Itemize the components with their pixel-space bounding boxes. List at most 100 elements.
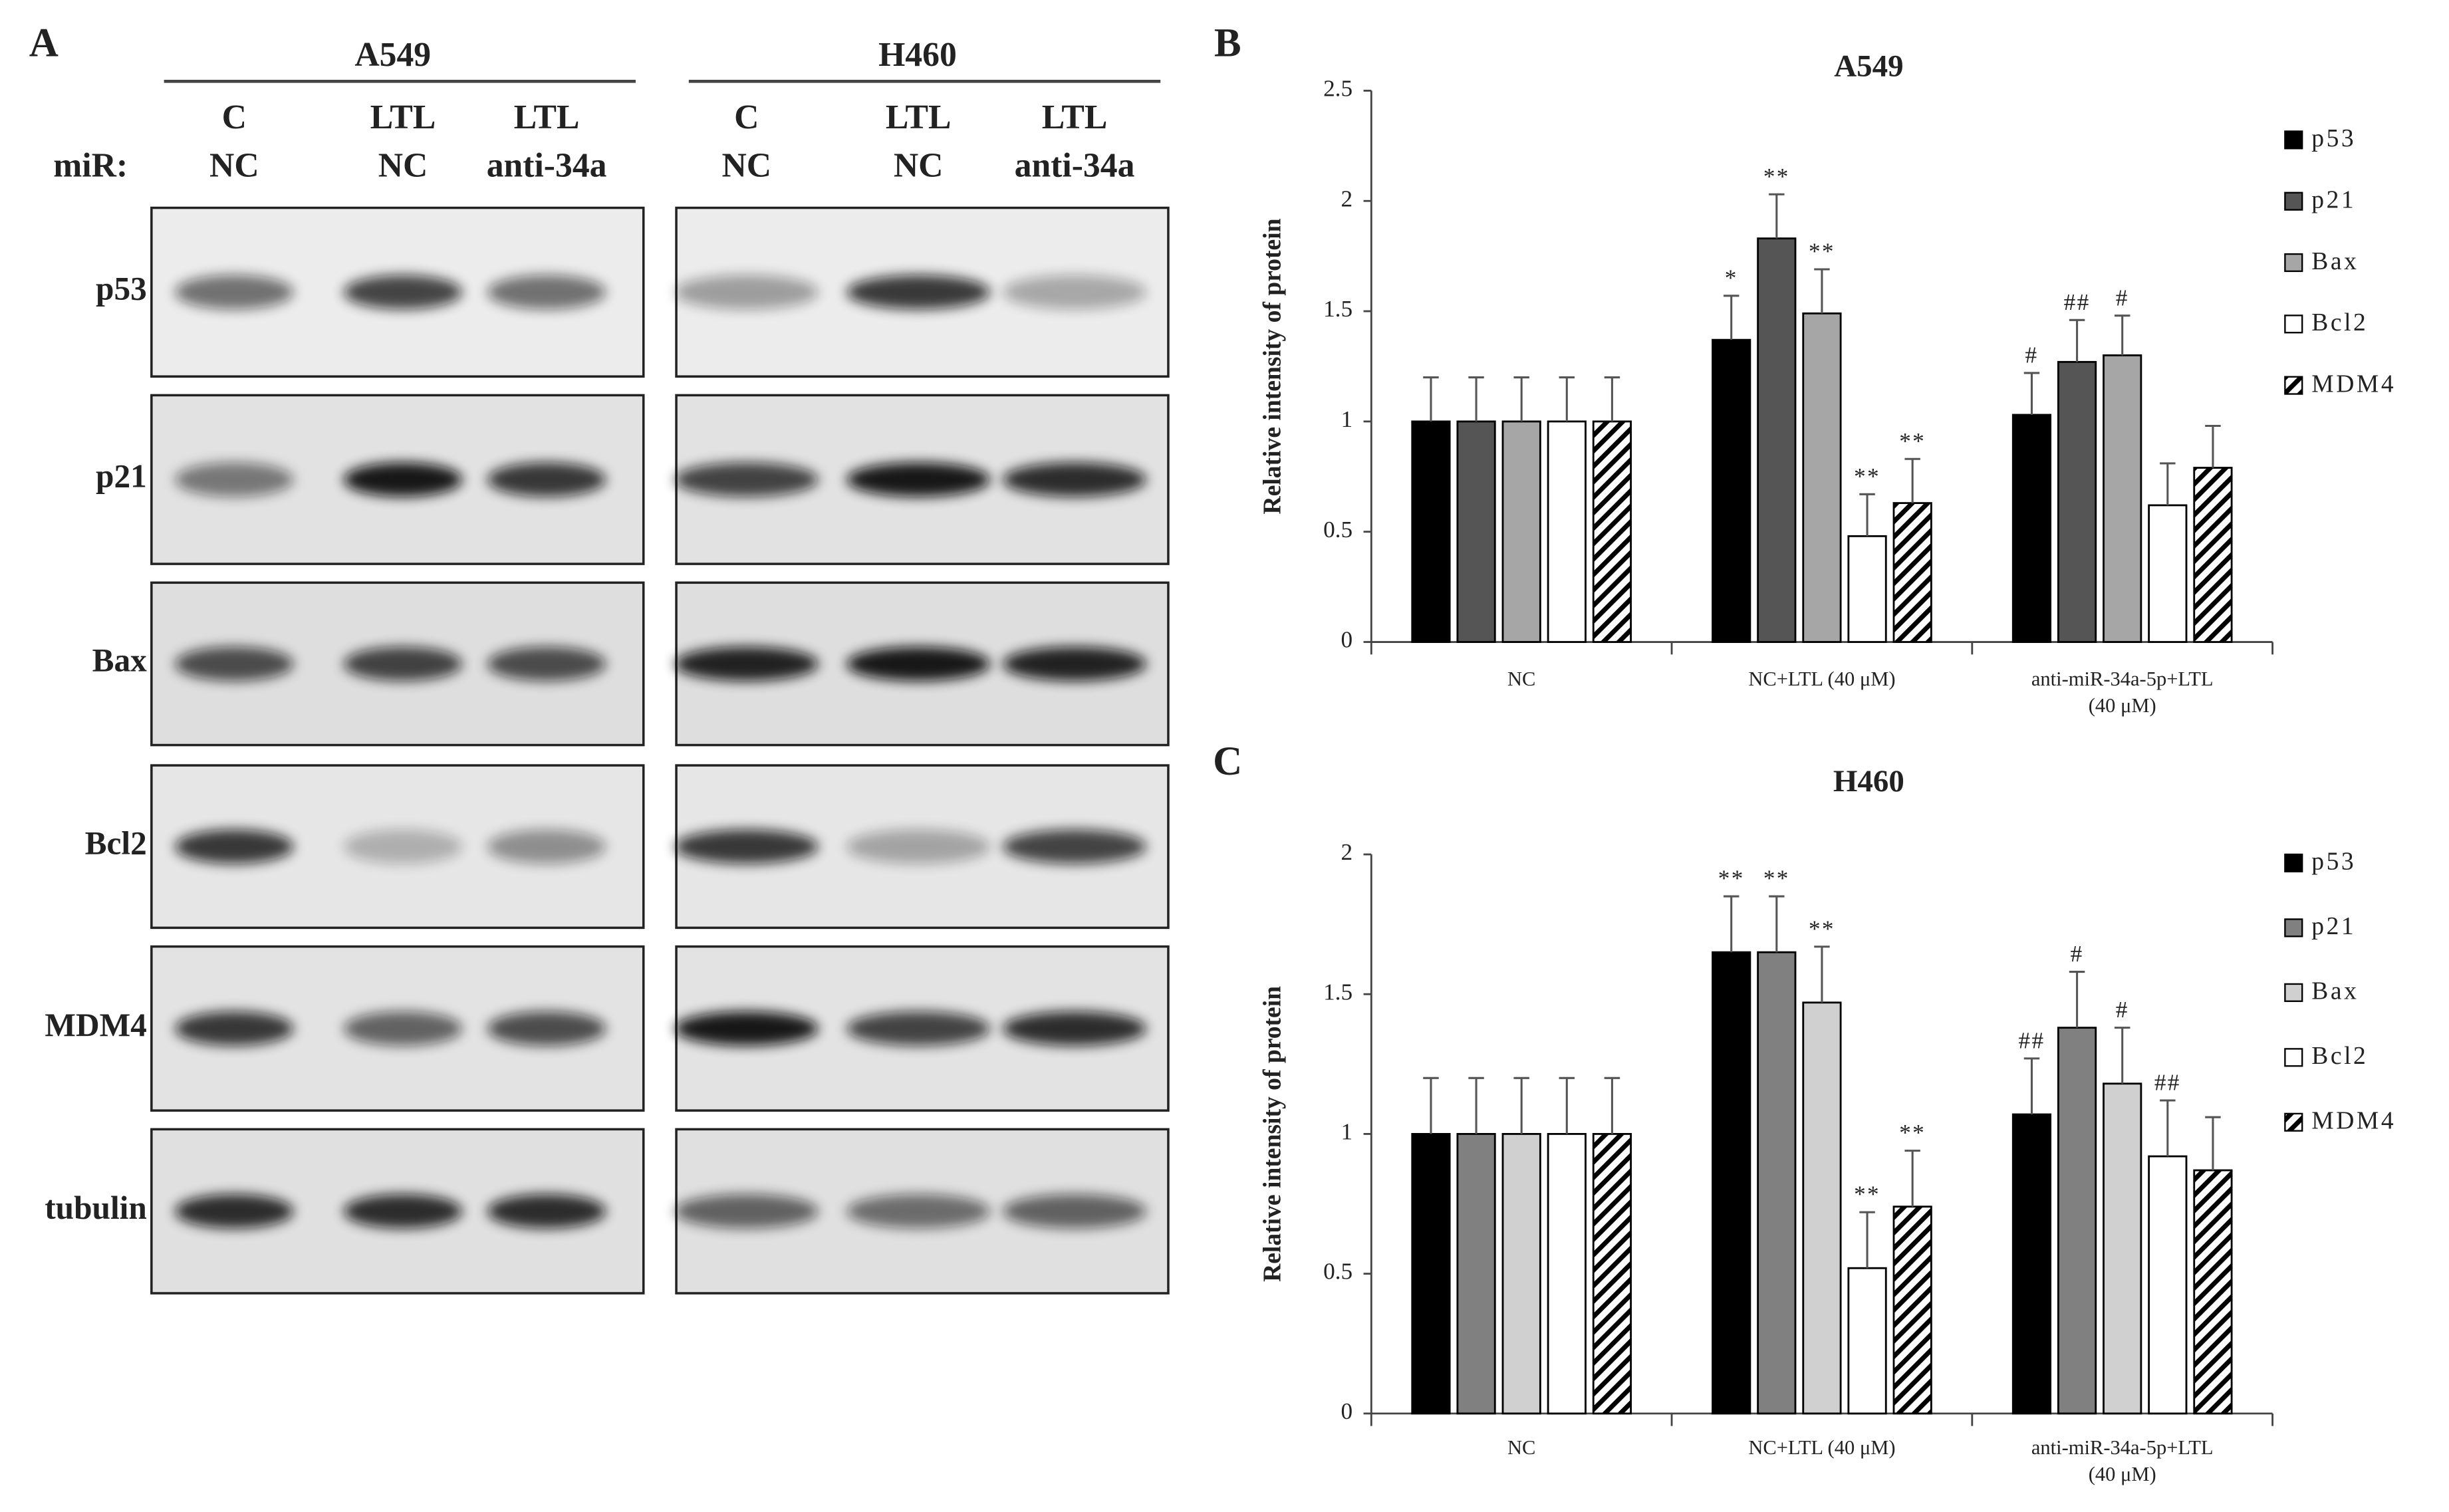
legend-label: Bcl2: [2311, 309, 2368, 336]
significance-label: **: [1854, 463, 1880, 489]
blot-band: [846, 829, 991, 864]
bar: [2057, 1027, 2097, 1415]
bar: [1592, 420, 1632, 643]
significance-label: **: [1899, 428, 1926, 454]
significance-label: #: [2116, 997, 2129, 1023]
y-tick-label: 1: [1341, 1119, 1353, 1145]
lane-label: anti-34a: [1015, 147, 1135, 185]
x-tick-label: NC+LTL (40 μM): [1748, 668, 1895, 690]
error-bar: [1859, 493, 1875, 537]
blot-band: [1002, 1011, 1147, 1046]
error-bar: [2069, 971, 2085, 1028]
error-bar: [2069, 318, 2085, 362]
error-bar: [1468, 376, 1484, 422]
legend-swatch: [2284, 1112, 2303, 1132]
x-tick-label: NC+LTL (40 μM): [1748, 1436, 1895, 1459]
bar: [2148, 504, 2188, 643]
blot-band: [343, 646, 463, 682]
significance-label: #: [2025, 342, 2038, 368]
bar: [2193, 1169, 2233, 1415]
bar: [2057, 360, 2097, 643]
significance-label: **: [1899, 1120, 1926, 1146]
y-tick-label: 2: [1341, 186, 1353, 211]
lane-label: LTL: [886, 98, 952, 136]
significance-label: **: [1763, 164, 1790, 189]
y-axis-label: Relative intensity of protein: [1259, 986, 1286, 1282]
bar: [1547, 420, 1587, 643]
bar: [1802, 312, 1842, 643]
error-bar: [1814, 268, 1830, 314]
y-tick-label: 1.5: [1323, 979, 1353, 1005]
x-tick-label: NC: [1507, 668, 1535, 690]
legend-swatch: [2284, 376, 2303, 395]
significance-label: **: [1763, 866, 1790, 892]
error-bar: [2023, 1057, 2040, 1114]
bar: [2103, 354, 2142, 643]
significance-label: ##: [2064, 289, 2091, 315]
y-tick-label: 0.5: [1323, 517, 1353, 543]
error-bar: [2114, 1027, 2130, 1084]
legend-swatch: [2284, 315, 2303, 334]
blot-band: [343, 1194, 463, 1229]
error-bar: [1604, 1076, 1620, 1134]
legend-label: Bax: [2311, 248, 2359, 275]
error-bar: [1423, 1076, 1439, 1134]
cell-line-label: A549: [354, 36, 431, 74]
x-tick-label: NC: [1507, 1436, 1535, 1459]
error-bar: [1423, 376, 1439, 422]
bar: [1501, 420, 1541, 643]
bar: [1411, 1133, 1451, 1415]
blot-band: [846, 646, 991, 682]
y-tick-label: 1: [1341, 406, 1353, 432]
lane-label: LTL: [514, 98, 580, 136]
mir-label: miR:: [53, 147, 128, 185]
error-bar: [1468, 1076, 1484, 1134]
blot-band: [175, 646, 294, 682]
bar: [1592, 1133, 1632, 1415]
error-bar: [2205, 424, 2221, 468]
bar: [1892, 1205, 1932, 1415]
significance-label: #: [2116, 285, 2129, 311]
legend-swatch: [2284, 1048, 2303, 1067]
error-bar: [1604, 376, 1620, 422]
cell-line-label: H460: [878, 36, 957, 74]
protein-label: tubulin: [45, 1190, 147, 1226]
legend-swatch: [2284, 918, 2303, 938]
legend-label: Bax: [2311, 978, 2359, 1005]
blot-band: [487, 1194, 606, 1229]
error-bar: [2160, 462, 2176, 505]
blot-band: [343, 1011, 463, 1046]
chart-title: A549: [1834, 49, 1903, 83]
legend-label: Bcl2: [2311, 1043, 2368, 1070]
y-tick-label: 2.5: [1323, 75, 1353, 101]
error-bar: [1814, 945, 1830, 1003]
blot-band: [175, 1194, 294, 1229]
blot-band: [674, 1011, 819, 1046]
bar: [1892, 502, 1932, 643]
bar: [1456, 1133, 1496, 1415]
blot-band: [343, 462, 463, 497]
lane-label: LTL: [370, 98, 436, 136]
y-axis-label: Relative intensity of protein: [1259, 218, 1286, 514]
bar: [1712, 951, 1751, 1415]
blot-band: [846, 462, 991, 497]
error-bar: [1559, 1076, 1575, 1134]
bar: [1757, 951, 1797, 1415]
panel-label: C: [1213, 739, 1242, 784]
y-tick-label: 0: [1341, 1398, 1353, 1424]
blot-band: [1002, 1194, 1147, 1229]
error-bar: [2205, 1116, 2221, 1171]
error-bar: [1859, 1211, 1875, 1269]
blot-band: [674, 462, 819, 497]
error-bar: [1723, 295, 1740, 340]
blot-band: [175, 829, 294, 864]
error-bar: [1904, 1150, 1920, 1207]
blot-band: [674, 275, 819, 310]
legend-label: p21: [2311, 913, 2356, 940]
significance-label: **: [1809, 916, 1835, 942]
significance-label: #: [2071, 941, 2084, 967]
blot-band: [1002, 829, 1147, 864]
blot-band: [1002, 646, 1147, 682]
